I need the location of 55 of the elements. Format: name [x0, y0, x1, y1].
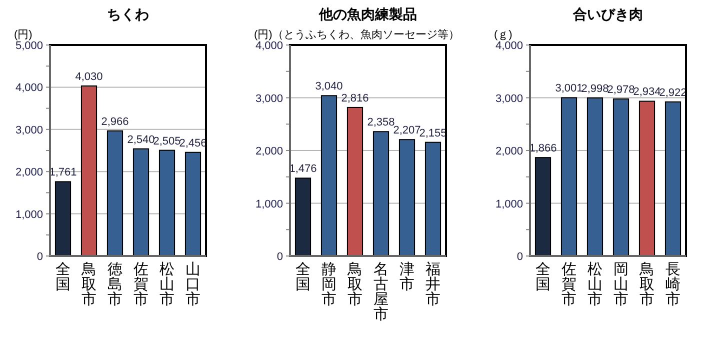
- y-axis-title: (ｇ): [494, 29, 512, 41]
- y-tick-label: 0: [516, 251, 523, 263]
- data-label: 2,966: [101, 116, 129, 128]
- x-tick-label: 山口市: [186, 261, 200, 308]
- y-tick-label: 3,000: [495, 92, 523, 105]
- data-label: 2,978: [607, 84, 635, 96]
- x-tick-label: 佐賀市: [562, 261, 576, 308]
- y-tick-label: 1,000: [255, 198, 283, 210]
- y-tick-label: 5,000: [15, 40, 43, 52]
- x-tick-label: 岡山市: [614, 261, 628, 308]
- y-tick-label: 0: [36, 251, 43, 263]
- y-tick-label: 1,000: [495, 198, 523, 210]
- data-label: 2,540: [127, 134, 155, 146]
- data-label: 2,207: [393, 124, 421, 137]
- x-tick-label: 鳥取市: [80, 261, 96, 308]
- x-tick-label: 静岡市: [322, 261, 336, 308]
- y-tick-label: 3,000: [255, 92, 283, 105]
- x-tick-label: 全国: [56, 261, 70, 293]
- x-tick-label: 徳島市: [108, 261, 122, 308]
- y-tick-label: 4,000: [255, 40, 283, 52]
- x-tick-label: 長崎市: [666, 261, 680, 308]
- x-tick-label: 全国: [296, 261, 310, 293]
- data-label: 4,030: [75, 70, 103, 83]
- x-tick-label: 松山市: [588, 261, 602, 308]
- chart-title: 他の魚肉練製品: [318, 6, 417, 22]
- y-tick-label: 4,000: [495, 40, 523, 52]
- y-tick-label: 4,000: [15, 82, 43, 94]
- y-tick-label: 2,000: [15, 166, 43, 179]
- x-tick-label: 佐賀市: [134, 261, 148, 308]
- x-tick-label: 全国: [536, 261, 550, 293]
- data-label: 3,001: [555, 82, 583, 95]
- y-tick-label: 2,000: [255, 146, 283, 158]
- data-label: 2,358: [367, 116, 395, 129]
- y-tick-label: 1,000: [15, 208, 43, 221]
- y-tick-label: 2,000: [495, 146, 523, 158]
- chart-title: ちくわ: [107, 6, 149, 22]
- y-tick-label: 3,000: [15, 124, 43, 136]
- y-axis-title: (円): [14, 29, 32, 41]
- x-tick-label: 津市: [400, 261, 414, 293]
- data-label: 2,998: [581, 82, 609, 95]
- data-label: 2,816: [341, 92, 369, 104]
- data-label: 2,505: [153, 135, 181, 148]
- data-label: 1,476: [289, 163, 317, 176]
- x-tick-label: 名古屋市: [374, 261, 388, 323]
- data-label: 3,040: [315, 80, 343, 93]
- data-label: 1,761: [49, 166, 77, 179]
- data-label: 2,934: [633, 86, 661, 98]
- x-tick-label: 松山市: [160, 261, 174, 308]
- chart-title: 合いびき肉: [572, 6, 643, 22]
- x-tick-label: 福井市: [426, 261, 440, 308]
- x-tick-label: 鳥取市: [346, 261, 362, 308]
- x-tick-label: 鳥取市: [638, 261, 654, 308]
- y-axis-title: (円)（とうふちくわ、魚肉ソーセージ等）: [254, 29, 460, 41]
- y-tick-label: 0: [276, 251, 283, 263]
- data-label: 1,866: [529, 142, 557, 155]
